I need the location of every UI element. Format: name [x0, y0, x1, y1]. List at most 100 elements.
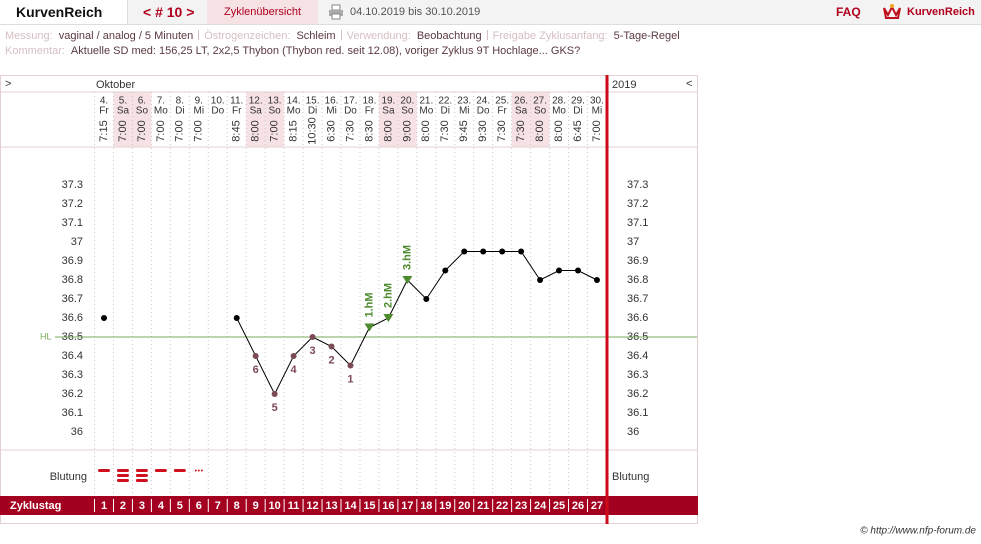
- cycle-day: 26: [572, 500, 584, 512]
- logo[interactable]: KurvenReich: [0, 0, 128, 24]
- header-bar: KurvenReich < # 10 > Zyklenübersicht 04.…: [0, 0, 981, 25]
- field-label: Messung:: [5, 30, 53, 42]
- cycle-day: 17: [401, 500, 413, 512]
- month: Oktober: [96, 79, 135, 91]
- cycle-day: 6: [196, 500, 202, 512]
- weekday: So: [269, 106, 282, 117]
- y-tick-label: 36.2: [62, 388, 83, 400]
- weekday: Di: [308, 106, 317, 117]
- temperature-point: [537, 277, 544, 283]
- nav-prev[interactable]: >: [5, 78, 11, 90]
- date: 25.: [495, 96, 509, 107]
- bleeding-part: [197, 469, 200, 472]
- time: 7:00: [269, 120, 281, 141]
- bleeding-mark: [173, 469, 186, 472]
- temperature-point: [290, 353, 297, 359]
- date-range: 04.10.2019 bis 30.10.2019: [350, 6, 481, 18]
- time: 7:00: [155, 120, 167, 141]
- temperature-point: [499, 248, 506, 255]
- time: 8:00: [553, 120, 565, 141]
- weekend-shade: [265, 92, 285, 147]
- faq-link[interactable]: FAQ: [836, 5, 861, 19]
- temperature-marker: [383, 314, 394, 322]
- cycle-day: 19: [439, 500, 451, 512]
- brand: KurvenReich: [907, 6, 975, 18]
- nav-next[interactable]: <: [686, 78, 692, 90]
- temperature-point: [423, 296, 430, 302]
- point-label: 2: [328, 354, 334, 366]
- weekend-shade: [113, 92, 133, 147]
- comment-row: Kommentar: Aktuelle SD med: 156,25 LT, 2x…: [5, 45, 580, 57]
- bleeding-label: Blutung: [50, 471, 87, 483]
- date: 8.: [176, 96, 184, 107]
- time: 8:45: [231, 120, 243, 141]
- cycle-day: 11: [288, 500, 300, 512]
- print-icon[interactable]: [328, 4, 344, 20]
- y-tick-label: 37: [71, 236, 83, 248]
- date: 20.: [400, 96, 414, 107]
- temperature-line: [236, 251, 598, 396]
- cycle-day: 4: [158, 500, 165, 512]
- time: 9:45: [458, 120, 470, 141]
- cycle-day: 2: [120, 500, 126, 512]
- y-tick-label-right: 37.1: [627, 217, 648, 229]
- time: 7:00: [117, 120, 129, 141]
- date: 9.: [195, 96, 203, 107]
- date: 14.: [287, 96, 301, 107]
- time: 6:45: [572, 120, 584, 141]
- temperature-point: [271, 391, 278, 397]
- chart-frame: [0, 75, 698, 524]
- y-tick-label: 36.7: [62, 293, 83, 305]
- temperature-marker: [364, 323, 375, 332]
- cycle-day: 7: [215, 500, 221, 512]
- y-tick-label-right: 36.8: [627, 274, 648, 286]
- hl-label: HL: [40, 331, 52, 341]
- date: 16.: [325, 96, 339, 107]
- cycle-day: 10: [269, 500, 281, 512]
- weekday: Do: [344, 106, 357, 117]
- point-label: 3: [309, 345, 315, 357]
- cycle-day: 20: [458, 500, 470, 512]
- cycle-day: 25: [553, 500, 565, 512]
- cycle-day: 15: [363, 500, 375, 512]
- time: 8:30: [363, 120, 375, 141]
- weekday: So: [136, 106, 149, 117]
- separator: [340, 30, 342, 40]
- overview-link[interactable]: Zyklenübersicht: [207, 0, 318, 24]
- weekday: Do: [211, 106, 224, 117]
- field-label: Freigabe Zyklusanfang:: [492, 30, 608, 42]
- date: 5.: [119, 96, 127, 107]
- weekday: Sa: [515, 106, 528, 117]
- time: 7:00: [591, 120, 603, 141]
- weekday: Mi: [459, 106, 470, 117]
- y-tick-label: 36.3: [62, 369, 83, 381]
- weekday: Mo: [287, 106, 301, 117]
- cycle-day: 9: [253, 500, 259, 512]
- weekday: Fr: [365, 106, 375, 117]
- y-tick-label-right: 36.6: [627, 312, 648, 324]
- time: 7:00: [193, 120, 205, 141]
- field-label: Östrogenzeichen:: [204, 30, 291, 42]
- bleeding-mark: [154, 469, 167, 472]
- cycle-day: 24: [534, 500, 547, 512]
- temperature-point: [461, 248, 468, 255]
- y-tick-label: 37.1: [62, 217, 83, 229]
- separator: [486, 30, 488, 40]
- temperature-point: [518, 248, 525, 255]
- time: 8:00: [382, 120, 394, 141]
- cycle-label: Zyklustag: [10, 500, 61, 512]
- bleeding-part: [200, 469, 203, 472]
- chart: > <Oktober 20194.Fr7:155.Sa7:006.So7:007.M…: [0, 75, 976, 537]
- y-tick-label-right: 36: [627, 426, 639, 438]
- cycle-nav[interactable]: < # 10 >: [143, 4, 195, 20]
- field-value: Beobachtung: [416, 30, 482, 42]
- date: 22.: [438, 96, 452, 107]
- weekend-shade: [530, 92, 550, 147]
- point-label: 6: [253, 364, 259, 376]
- cycle-day: 14: [344, 500, 357, 512]
- cycle-day: 21: [477, 500, 489, 512]
- weekday: Mi: [326, 106, 337, 117]
- bleeding-part: [116, 469, 129, 472]
